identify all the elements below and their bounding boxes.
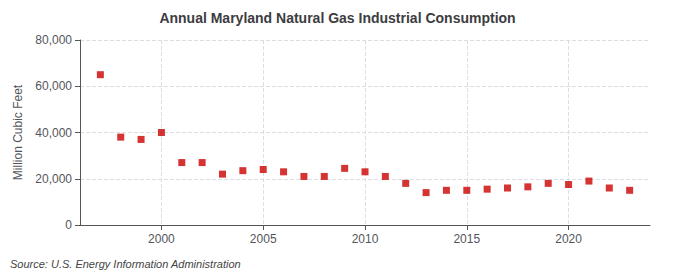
svg-text:Million Cubic Feet: Million Cubic Feet — [11, 84, 25, 180]
svg-text:Annual Maryland Natural Gas In: Annual Maryland Natural Gas Industrial C… — [159, 10, 515, 26]
svg-text:2020: 2020 — [555, 232, 582, 246]
svg-text:2010: 2010 — [352, 232, 379, 246]
svg-text:60,000: 60,000 — [35, 79, 72, 93]
svg-text:20,000: 20,000 — [35, 172, 72, 186]
svg-text:80,000: 80,000 — [35, 33, 72, 47]
svg-text:0: 0 — [65, 218, 72, 232]
svg-text:2015: 2015 — [453, 232, 480, 246]
svg-text:2005: 2005 — [250, 232, 277, 246]
svg-text:Source: U.S. Energy Informatio: Source: U.S. Energy Information Administ… — [10, 258, 241, 270]
svg-text:40,000: 40,000 — [35, 126, 72, 140]
svg-text:2000: 2000 — [148, 232, 175, 246]
